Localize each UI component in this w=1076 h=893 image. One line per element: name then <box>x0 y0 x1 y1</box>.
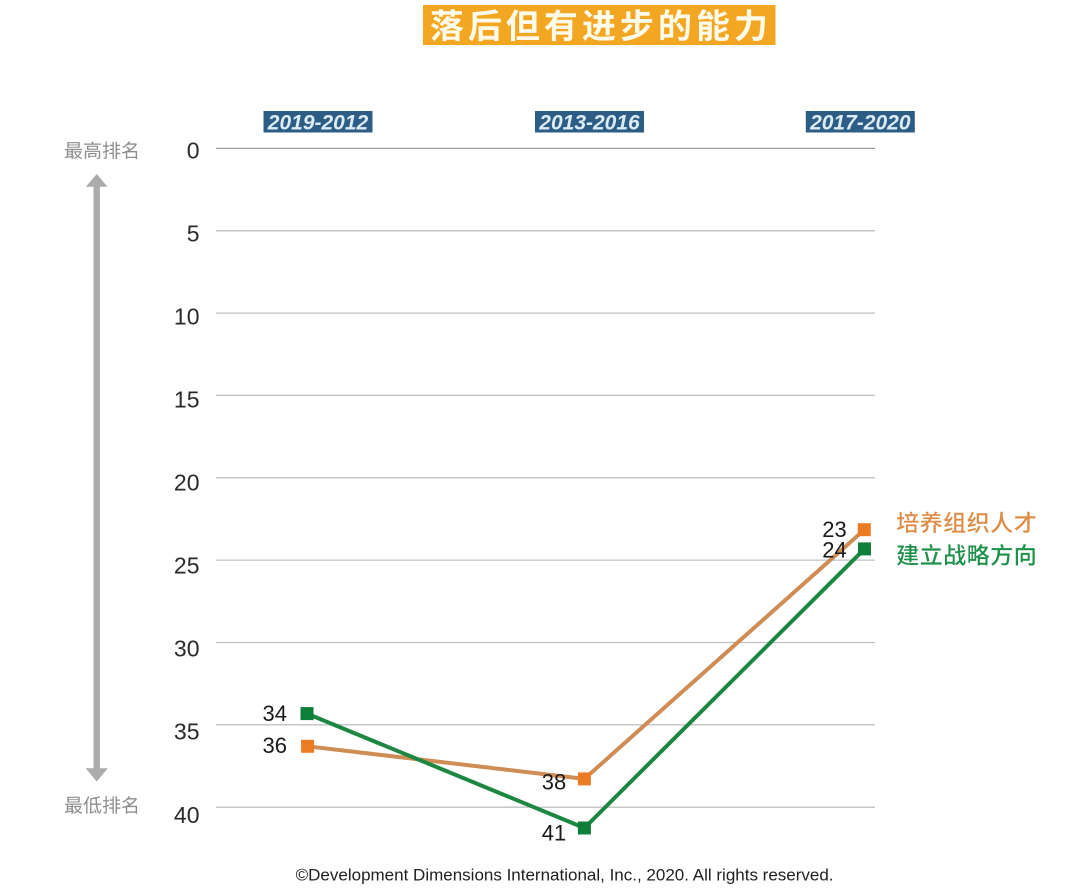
svg-text:©Development Dimensions Intern: ©Development Dimensions International, I… <box>296 866 834 885</box>
svg-text:15: 15 <box>174 387 200 413</box>
svg-text:34: 34 <box>263 701 287 726</box>
svg-text:25: 25 <box>174 553 200 579</box>
svg-text:23: 23 <box>822 517 846 542</box>
svg-text:5: 5 <box>187 220 200 246</box>
svg-text:0: 0 <box>187 137 200 163</box>
svg-text:30: 30 <box>174 636 200 662</box>
svg-text:2013-2016: 2013-2016 <box>538 111 640 134</box>
svg-text:38: 38 <box>542 770 566 795</box>
svg-text:35: 35 <box>174 719 200 745</box>
svg-text:2017-2020: 2017-2020 <box>809 111 911 134</box>
svg-text:40: 40 <box>174 802 200 828</box>
svg-text:2019-2012: 2019-2012 <box>267 111 369 134</box>
svg-text:24: 24 <box>822 538 846 563</box>
svg-text:20: 20 <box>174 470 200 496</box>
svg-text:36: 36 <box>263 733 287 758</box>
svg-text:41: 41 <box>542 820 566 845</box>
svg-text:10: 10 <box>174 303 200 329</box>
